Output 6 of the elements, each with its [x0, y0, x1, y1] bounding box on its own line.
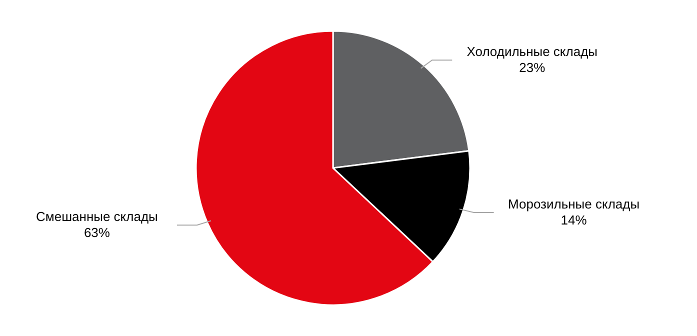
slice-label: Холодильные склады: [466, 44, 598, 60]
slice-label: Смешанные склады: [36, 209, 158, 224]
slice-label: Морозильные склады: [508, 196, 640, 212]
data-label: 14%: [560, 212, 588, 228]
data-label: 23%: [519, 60, 546, 76]
data-label: 63%: [84, 225, 110, 240]
